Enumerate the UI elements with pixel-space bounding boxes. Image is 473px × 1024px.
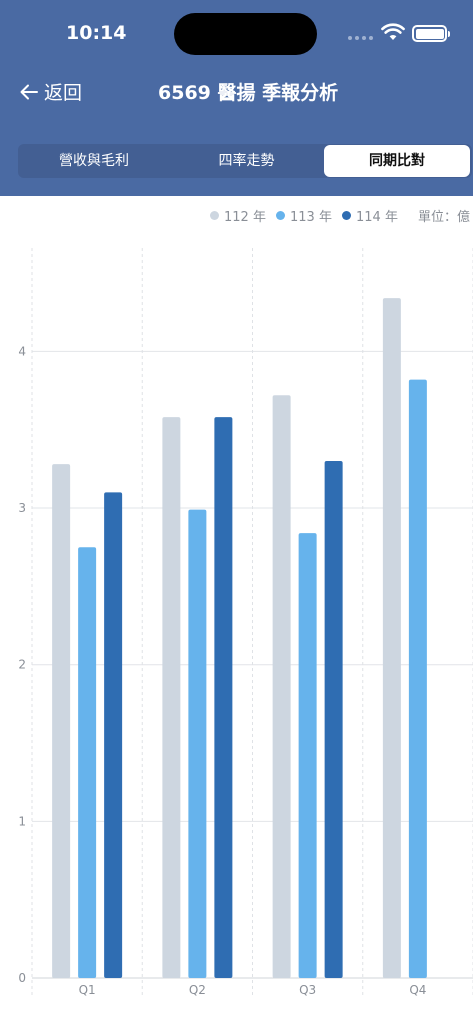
legend-dot-113	[276, 211, 285, 220]
legend-item-114: 114 年	[342, 206, 398, 225]
arrow-left-icon	[20, 84, 38, 99]
chart-legend: 112 年 113 年 114 年 單位：億	[0, 206, 473, 226]
bar-q2-series-1	[188, 509, 207, 978]
legend-label-112: 112 年	[224, 210, 266, 225]
y-tick-label: 4	[18, 344, 26, 358]
legend-item-113: 113 年	[276, 206, 332, 225]
back-button[interactable]: 返回	[20, 78, 82, 105]
battery-icon	[412, 25, 450, 42]
bar-q4-series-0	[382, 298, 401, 978]
legend-dot-112	[210, 211, 219, 220]
y-tick-label: 1	[18, 814, 26, 828]
bar-q3-series-2	[324, 461, 343, 978]
cellular-signal-icon	[348, 36, 373, 40]
bar-q2-series-0	[162, 417, 181, 978]
page-title: 6569 醫揚 季報分析	[158, 82, 339, 104]
x-tick-label: Q1	[79, 983, 96, 997]
bar-q1-series-1	[78, 547, 97, 978]
unit-label: 單位：億	[418, 210, 471, 225]
x-tick-label: Q4	[409, 983, 426, 997]
tab-same-period[interactable]: 同期比對	[324, 145, 470, 177]
x-tick-label: Q3	[299, 983, 316, 997]
bar-chart: 0 1 2 3 4 Q1 Q2 Q3 Q4	[18, 248, 473, 997]
y-tick-label: 2	[18, 658, 26, 672]
tab-revenue-margin[interactable]: 營收與毛利	[59, 153, 129, 169]
legend-label-114: 114 年	[356, 210, 398, 225]
legend-dot-114	[342, 211, 351, 220]
header-bar: 10:14 返回 6569 醫揚 季報分析 營收與毛利 四率走勢 同期比對	[0, 0, 473, 196]
tab-bar: 營收與毛利 四率走勢 同期比對	[18, 144, 472, 178]
dynamic-island	[174, 13, 317, 55]
bar-q2-series-2	[214, 417, 233, 978]
wifi-icon	[381, 23, 405, 40]
back-label: 返回	[44, 82, 83, 104]
tab-four-ratios[interactable]: 四率走勢	[218, 153, 275, 169]
bar-q4-series-1	[408, 379, 427, 978]
legend-item-112: 112 年	[210, 206, 266, 225]
bar-q1-series-0	[52, 464, 71, 978]
y-tick-label: 3	[18, 501, 26, 515]
bar-q3-series-1	[298, 533, 317, 978]
bar-q3-series-0	[272, 395, 291, 978]
legend-label-113: 113 年	[290, 210, 332, 225]
x-tick-label: Q2	[189, 983, 206, 997]
bar-q1-series-2	[104, 492, 123, 978]
y-tick-label: 0	[18, 971, 26, 985]
status-time: 10:14	[66, 22, 127, 44]
